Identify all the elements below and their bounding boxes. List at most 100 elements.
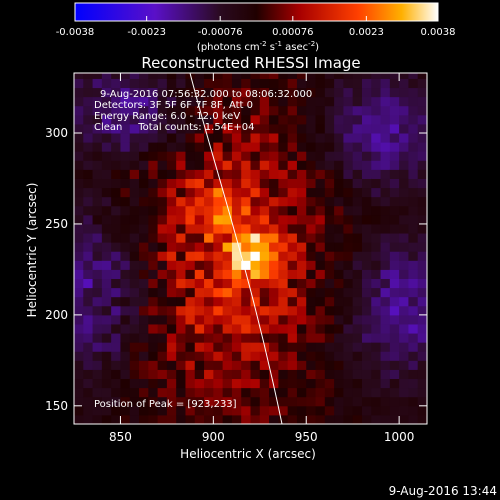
heatmap-cell: [269, 123, 279, 134]
heatmap-cell: [296, 242, 307, 252]
heatmap-cell: [92, 114, 103, 125]
heatmap-cell: [176, 351, 186, 361]
colorbar-tick-label: 0.0023: [349, 27, 384, 38]
heatmap-cell: [380, 133, 391, 143]
heatmap-cell: [361, 387, 372, 398]
heatmap-cell: [334, 178, 344, 189]
heatmap-cell: [139, 269, 149, 279]
heatmap-cell: [334, 387, 344, 398]
heatmap-cell: [204, 223, 214, 234]
heatmap-cell: [213, 414, 224, 424]
heatmap-cell: [259, 396, 270, 407]
heatmap-cell: [287, 214, 298, 225]
heatmap-cell: [185, 296, 196, 307]
heatmap-cell: [83, 105, 94, 116]
heatmap-cell: [241, 205, 251, 216]
heatmap-cell: [399, 96, 409, 107]
heatmap-cell: [278, 105, 289, 116]
heatmap-cell: [157, 187, 168, 198]
heatmap-cell: [315, 269, 326, 279]
heatmap-cell: [352, 323, 363, 334]
heatmap-cell: [83, 96, 94, 107]
heatmap-cell: [129, 178, 140, 189]
heatmap-cell: [269, 160, 279, 170]
heatmap-cell: [269, 342, 279, 352]
heatmap-cell: [83, 378, 94, 389]
heatmap-cell: [343, 351, 354, 361]
heatmap-cell: [120, 323, 131, 334]
heatmap-cell: [324, 396, 335, 407]
heatmap-cell: [380, 214, 391, 225]
heatmap-cell: [148, 123, 159, 134]
heatmap-cell: [296, 360, 307, 370]
heatmap-cell: [148, 296, 159, 307]
heatmap-cell: [352, 87, 363, 98]
heatmap-cell: [315, 73, 326, 79]
heatmap-cell: [222, 405, 233, 416]
heatmap-cell: [101, 114, 112, 125]
heatmap-cell: [204, 251, 214, 261]
heatmap-cell: [380, 78, 391, 89]
heatmap-cell: [361, 369, 372, 380]
heatmap-cell: [166, 142, 177, 152]
heatmap-cell: [92, 342, 103, 352]
heatmap-cell: [101, 323, 112, 334]
heatmap-cell: [296, 387, 307, 398]
heatmap-cell: [101, 105, 112, 116]
heatmap-cell: [231, 251, 242, 261]
heatmap-cell: [231, 296, 242, 307]
heatmap-cell: [361, 323, 372, 334]
heatmap-cell: [83, 205, 94, 216]
heatmap-cell: [380, 387, 391, 398]
heatmap-cell: [380, 178, 391, 189]
heatmap-cell: [352, 251, 363, 261]
heatmap-cell: [259, 296, 270, 307]
heatmap-cell: [231, 369, 242, 380]
heatmap-cell: [241, 323, 251, 334]
heatmap-cell: [222, 251, 233, 261]
heatmap-cell: [371, 305, 382, 316]
heatmap-cell: [417, 160, 427, 170]
heatmap-cell: [148, 178, 159, 189]
heatmap-cell: [380, 342, 391, 352]
heatmap-cell: [139, 405, 149, 416]
heatmap-cell: [352, 114, 363, 125]
heatmap-cell: [166, 296, 177, 307]
heatmap-cell: [408, 233, 419, 243]
x-tick-label: 850: [109, 430, 132, 444]
heatmap-cell: [259, 205, 270, 216]
heatmap-cell: [166, 114, 177, 125]
heatmap-cell: [334, 96, 344, 107]
heatmap-cell: [185, 333, 196, 343]
heatmap-cell: [315, 342, 326, 352]
heatmap-cell: [176, 169, 186, 179]
heatmap-cell: [83, 133, 94, 143]
heatmap-cell: [120, 196, 131, 207]
heatmap-cell: [204, 78, 214, 89]
heatmap-cell: [287, 123, 298, 134]
colorbar-tick-label: 0.0038: [421, 27, 456, 38]
heatmap-image: [74, 73, 427, 424]
heatmap-cell: [213, 160, 224, 170]
heatmap-cell: [417, 87, 427, 98]
heatmap-cell: [380, 187, 391, 198]
heatmap-cell: [334, 87, 344, 98]
heatmap-cell: [213, 242, 224, 252]
heatmap-cell: [222, 205, 233, 216]
heatmap-cell: [371, 414, 382, 424]
heatmap-cell: [241, 133, 251, 143]
heatmap-cell: [315, 260, 326, 270]
heatmap-cell: [408, 396, 419, 407]
heatmap-cell: [361, 269, 372, 279]
heatmap-cell: [101, 96, 112, 107]
heatmap-cell: [417, 414, 427, 424]
heatmap-cell: [250, 360, 261, 370]
heatmap-cell: [278, 269, 289, 279]
heatmap-cell: [315, 214, 326, 225]
heatmap-cell: [250, 287, 261, 298]
heatmap-cell: [259, 414, 270, 424]
heatmap-cell: [361, 169, 372, 179]
heatmap-cell: [157, 387, 168, 398]
heatmap-cell: [139, 214, 149, 225]
heatmap-cell: [157, 96, 168, 107]
